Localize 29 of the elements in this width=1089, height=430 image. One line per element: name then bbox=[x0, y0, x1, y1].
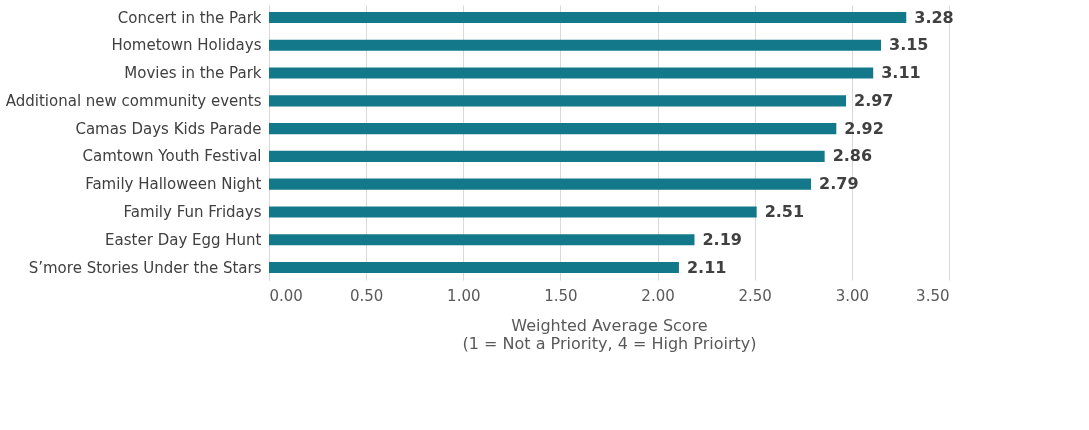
data-label: 2.92 bbox=[844, 118, 884, 138]
y-tick-label: Family Halloween Night bbox=[85, 175, 262, 194]
y-tick-label: Additional new community events bbox=[5, 91, 262, 110]
x-axis-title: Weighted Average Score (1 = Not a Priority, 4 = High Prioirty) bbox=[462, 315, 757, 353]
y-tick-label: Concert in the Park bbox=[117, 8, 262, 27]
x-tick-label: 3.50 bbox=[916, 286, 950, 305]
data-label: 2.19 bbox=[702, 229, 742, 249]
x-tick-label: 2.00 bbox=[641, 286, 675, 305]
data-label: 3.15 bbox=[889, 35, 929, 55]
data-label: 2.51 bbox=[764, 201, 805, 221]
data-label: 2.11 bbox=[686, 257, 727, 277]
y-tick-label: Easter Day Egg Hunt bbox=[105, 230, 262, 249]
y-tick-label: Family Fun Fridays bbox=[123, 202, 262, 221]
x-tick-label: 0.50 bbox=[349, 286, 384, 305]
data-label: 3.28 bbox=[914, 7, 954, 27]
x-tick-label: 1.50 bbox=[544, 286, 578, 305]
data-label: 2.86 bbox=[832, 146, 873, 166]
x-tick-label: 0.00 bbox=[269, 286, 303, 305]
data-label: 3.11 bbox=[881, 63, 921, 83]
data-label: 2.79 bbox=[819, 174, 859, 194]
y-tick-label: Hometown Holidays bbox=[111, 36, 262, 55]
x-tick-label: 3.00 bbox=[835, 286, 870, 305]
y-tick-label: S’more Stories Under the Stars bbox=[28, 258, 262, 277]
x-tick-label: 2.50 bbox=[738, 286, 772, 305]
x-tick-label: 1.00 bbox=[447, 286, 481, 305]
y-tick-label: Movies in the Park bbox=[124, 64, 262, 83]
y-tick-label: Camas Days Kids Parade bbox=[75, 119, 262, 138]
data-label: 2.97 bbox=[854, 90, 894, 110]
y-tick-label: Camtown Youth Festival bbox=[82, 147, 262, 166]
